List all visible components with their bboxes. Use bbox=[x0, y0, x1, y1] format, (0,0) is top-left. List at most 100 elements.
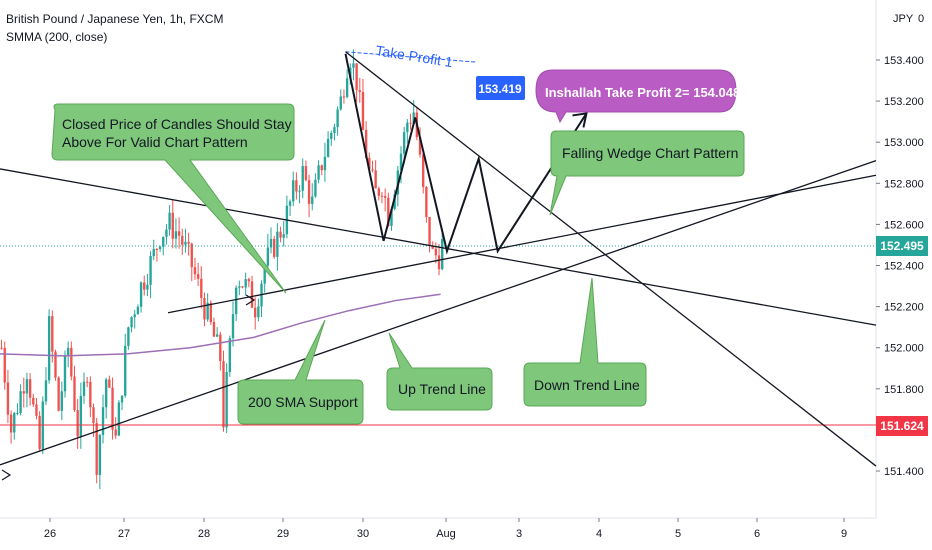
indicator-label: SMMA (200, close) bbox=[6, 30, 108, 44]
candle-body bbox=[35, 404, 38, 416]
candle-body bbox=[371, 169, 374, 171]
candle-body bbox=[187, 241, 190, 244]
candle-body bbox=[98, 435, 102, 475]
candle-body bbox=[418, 137, 422, 155]
candle-body bbox=[28, 379, 32, 398]
candle-body bbox=[336, 109, 339, 128]
candle-body bbox=[16, 412, 19, 414]
projection-line bbox=[345, 51, 877, 467]
candle-body bbox=[9, 414, 13, 433]
down-trend-text: Down Trend Line bbox=[534, 377, 640, 393]
smma-200-line bbox=[0, 293, 441, 357]
up-trend-callout[interactable]: Up Trend Line bbox=[386, 332, 493, 411]
support-price-label: 151.624 bbox=[876, 416, 928, 436]
down-trend-callout-shape bbox=[523, 277, 647, 407]
candle-body bbox=[282, 234, 285, 238]
candle-body bbox=[89, 381, 92, 408]
down-trend-callout[interactable]: Down Trend Line bbox=[523, 277, 647, 407]
candle-body bbox=[174, 231, 178, 239]
falling-wedge-callout[interactable]: Falling Wedge Chart Pattern bbox=[549, 130, 745, 216]
candle-body bbox=[111, 387, 114, 430]
y-tick-label: 152.600 bbox=[884, 219, 924, 231]
y-tick-label: 151.800 bbox=[884, 384, 924, 396]
candle-body bbox=[402, 132, 406, 154]
x-tick-label: 4 bbox=[596, 528, 602, 540]
candle-body bbox=[326, 138, 330, 157]
candle-body bbox=[60, 391, 63, 411]
falling-wedge-callout-shape bbox=[549, 130, 745, 216]
up-trend-arrow-icon bbox=[1, 469, 12, 481]
symbol-title: British Pound / Japanese Yen, 1h, FXCM bbox=[6, 12, 224, 26]
y-tick-label: 151.400 bbox=[884, 466, 924, 478]
candle-body bbox=[441, 239, 444, 270]
x-tick-label: 5 bbox=[675, 528, 681, 540]
candle-body bbox=[130, 317, 133, 328]
x-tick-label: 3 bbox=[516, 528, 522, 540]
candle-body bbox=[231, 314, 235, 339]
y-tick-label: 152.200 bbox=[884, 302, 924, 314]
take-profit-1-price-badge bbox=[476, 76, 525, 100]
candle-body bbox=[85, 381, 89, 383]
closed-price-callout[interactable]: Closed Price of Candles Should Stay Abov… bbox=[51, 103, 295, 294]
candle-body bbox=[320, 165, 323, 171]
candle-body bbox=[13, 413, 16, 433]
candle-body bbox=[152, 248, 155, 257]
candle-body bbox=[181, 235, 184, 245]
time-axis[interactable]: 26 27 28 29 30 Aug 3 4 5 6 9 bbox=[44, 518, 847, 540]
candle-body bbox=[158, 246, 162, 249]
candle-body bbox=[3, 347, 6, 383]
support-price-badge bbox=[876, 416, 928, 436]
candle-body bbox=[295, 180, 298, 192]
candle-body bbox=[323, 156, 327, 171]
candle-body bbox=[406, 122, 409, 133]
candle-body bbox=[70, 347, 73, 377]
take-profit-2-callout[interactable]: Inshallah Take Profit 2= 154.048 bbox=[535, 69, 740, 124]
falling-wedge-text: Falling Wedge Chart Pattern bbox=[562, 145, 738, 161]
candle-body bbox=[390, 208, 393, 226]
candle-body bbox=[387, 197, 390, 226]
trend-lines bbox=[0, 51, 877, 481]
annotations: Closed Price of Candles Should Stay Abov… bbox=[51, 42, 745, 425]
candle-body bbox=[143, 282, 146, 290]
candle-body bbox=[0, 347, 3, 349]
horizontal-levels bbox=[0, 245, 876, 426]
currency-label: JPY bbox=[893, 13, 914, 25]
up-trend-callout-shape bbox=[386, 332, 493, 411]
candle-body bbox=[127, 327, 130, 346]
candle-body bbox=[279, 231, 282, 238]
candle-body bbox=[269, 238, 273, 248]
x-tick-label: 29 bbox=[277, 528, 289, 540]
current-price-badge bbox=[876, 236, 928, 256]
candle-body bbox=[225, 371, 228, 428]
candle-body bbox=[6, 382, 10, 415]
take-profit-1-line bbox=[345, 51, 476, 63]
support-price-value: 151.624 bbox=[880, 419, 924, 433]
wedge-zigzag bbox=[344, 53, 588, 255]
candle-body bbox=[399, 153, 403, 171]
candle-body bbox=[377, 188, 380, 196]
candle-body bbox=[193, 267, 197, 275]
candle-body bbox=[32, 397, 35, 405]
candle-body bbox=[292, 180, 295, 202]
candle-body bbox=[215, 334, 219, 337]
candle-body bbox=[139, 282, 143, 307]
current-price-value: 152.495 bbox=[880, 239, 924, 253]
candle-body bbox=[51, 316, 54, 352]
closed-price-callout-shape bbox=[51, 103, 295, 294]
candle-body bbox=[301, 166, 304, 191]
candle-body bbox=[247, 279, 251, 282]
down-trend-line bbox=[0, 168, 877, 326]
candle-body bbox=[73, 376, 76, 411]
candle-body bbox=[165, 229, 168, 237]
price-axis[interactable]: 153.400 153.200 153.000 152.800 152.600 152.4… bbox=[876, 55, 924, 478]
wedge-projection-zigzag bbox=[344, 53, 588, 255]
candle-body bbox=[368, 157, 371, 170]
candle-body bbox=[234, 287, 238, 315]
candle-body bbox=[364, 129, 368, 158]
currency-indicator[interactable]: JPY 0 bbox=[893, 13, 924, 25]
sma-support-callout[interactable]: 200 SMA Support bbox=[237, 319, 364, 425]
candle-body bbox=[228, 338, 232, 372]
candle-body bbox=[168, 212, 171, 230]
candle-body bbox=[25, 379, 29, 394]
